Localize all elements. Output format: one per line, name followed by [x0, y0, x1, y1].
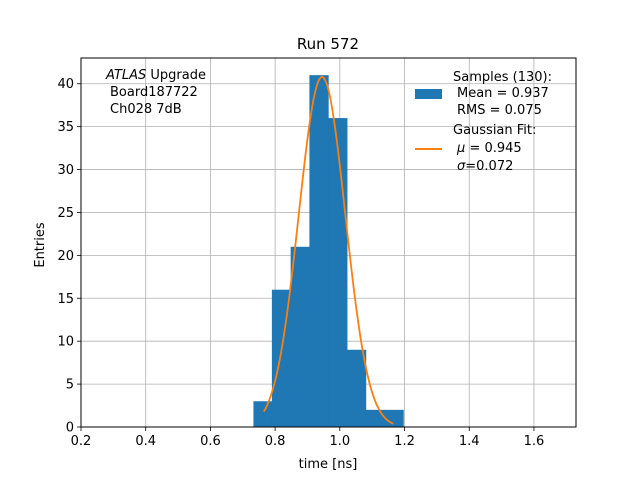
legend-samples-title: Samples (130): [453, 70, 552, 85]
x-tick-label: 1.0 [329, 434, 350, 449]
y-tick-label: 20 [57, 249, 74, 264]
annotation-line-3: Ch028 7dB [110, 102, 182, 117]
chart-title: Run 572 [297, 35, 359, 53]
y-tick-label: 25 [57, 206, 74, 221]
histogram-bar [290, 246, 310, 427]
y-tick-label: 5 [66, 378, 74, 393]
plot-frame [80, 57, 577, 428]
annotation-line-1: ATLAS Upgrade [105, 68, 206, 83]
histogram-bar [365, 409, 385, 427]
legend-mu-value: = 0.945 [465, 141, 521, 156]
legend-sigma-symbol: σ [457, 159, 466, 174]
y-axis-label: Entries [33, 222, 48, 268]
legend: Samples (130): Mean = 0.937 RMS = 0.075 … [415, 70, 552, 174]
x-tick-label: 1.6 [524, 434, 545, 449]
x-tick-label: 1.4 [459, 434, 480, 449]
y-tick-label: 35 [57, 120, 74, 135]
legend-fit-mu: μ = 0.945 [456, 141, 522, 156]
x-tick-label: 1.2 [394, 434, 415, 449]
legend-fit-title: Gaussian Fit: [453, 123, 536, 138]
histogram-bar [253, 401, 273, 427]
legend-samples-mean: Mean = 0.937 [457, 86, 549, 101]
legend-samples-swatch [415, 89, 442, 99]
annotation-atlas: ATLAS [105, 68, 146, 83]
x-tick-label: 0.4 [135, 434, 156, 449]
histogram-bar [384, 409, 404, 427]
y-tick-label: 30 [57, 163, 74, 178]
histogram-bar [346, 349, 367, 427]
x-tick-label: 0.6 [200, 434, 221, 449]
annotation-upgrade: Upgrade [146, 68, 206, 83]
histogram-bars [253, 75, 404, 428]
histogram-bar [328, 118, 348, 428]
y-tick-label: 10 [57, 335, 74, 350]
x-tick-label: 0.8 [265, 434, 286, 449]
legend-samples-rms: RMS = 0.075 [457, 103, 542, 118]
x-tick-label: 0.2 [71, 434, 92, 449]
y-tick-label: 15 [57, 292, 74, 307]
legend-sigma-value: =0.072 [465, 159, 513, 174]
gaussian-fit-curve [263, 75, 394, 425]
legend-mu-symbol: μ [456, 141, 465, 156]
x-axis-label: time [ns] [299, 457, 358, 472]
annotation-line-2: Board187722 [110, 85, 198, 100]
legend-fit-sigma: σ=0.072 [457, 159, 513, 174]
histogram-bar [309, 75, 329, 428]
annotation-box: ATLAS Upgrade Board187722 Ch028 7dB [105, 68, 206, 117]
gaussian-fit-layer [263, 75, 394, 425]
axis-ticks: 0.2 0.4 0.6 0.8 1.0 1.2 1.4 1.6 0 5 10 15 20 25 30 35 40 [57, 77, 544, 449]
y-tick-label: 40 [57, 77, 74, 92]
y-tick-label: 0 [66, 421, 74, 436]
